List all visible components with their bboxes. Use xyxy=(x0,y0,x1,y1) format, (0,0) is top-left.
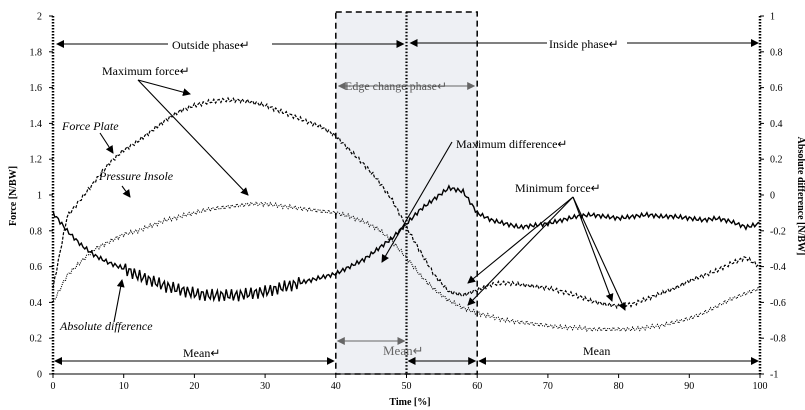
y2-tick-label: 0.4 xyxy=(770,119,783,130)
annotation-arrow xyxy=(572,196,626,311)
annotation-arrow xyxy=(467,196,574,306)
minimum-force-label: Minimum force↵ xyxy=(515,181,601,195)
force-plate-label: Force Plate xyxy=(61,119,119,133)
y2-tick-label: -0.6 xyxy=(770,298,786,309)
annotation-arrow xyxy=(137,79,249,196)
y-tick-label: 1.2 xyxy=(30,155,43,166)
y-axis-title: Force [N/BW] xyxy=(8,166,19,226)
inside-phase-label: Inside phase↵ xyxy=(549,37,619,51)
y-tick-label: 1 xyxy=(37,191,42,202)
annotation-arrow xyxy=(121,185,131,198)
y-tick-label: 1.4 xyxy=(30,119,43,130)
tick-group: 0 10 20 30 40 50 60 70 80 90 10000.20.40.60.811.21… xyxy=(30,12,786,393)
x-tick-label: 10 xyxy=(119,381,129,392)
x-tick-label: 90 xyxy=(684,381,694,392)
y-tick-label: 0.8 xyxy=(30,226,43,237)
annotation-arrow xyxy=(99,132,114,154)
annotation-arrow xyxy=(572,196,614,302)
x-tick-label: 80 xyxy=(614,381,624,392)
edge-change-phase-label: Edge change phase↵ xyxy=(345,79,447,93)
mean-left-label: Mean↵ xyxy=(183,346,220,360)
y2-tick-label: 0.2 xyxy=(770,155,783,166)
annotation-arrow xyxy=(137,79,191,97)
y-tick-label: 0.4 xyxy=(30,298,43,309)
y-tick-label: 1.6 xyxy=(30,83,43,94)
y-tick-label: 1.8 xyxy=(30,47,43,58)
y2-tick-label: -0.8 xyxy=(770,334,786,345)
series-group xyxy=(52,12,761,374)
annotation-arrow xyxy=(381,141,453,263)
x-tick-label: 60 xyxy=(472,381,482,392)
mean-center-label: Mean↵ xyxy=(383,343,424,358)
mean-right-label: Mean xyxy=(583,344,610,358)
annotation-arrow xyxy=(467,196,574,284)
y2-tick-label: 1 xyxy=(770,12,775,23)
y2-tick-label: 0 xyxy=(770,191,775,202)
x-axis-title: Time [%] xyxy=(389,397,430,408)
y2-tick-label: 0.8 xyxy=(770,47,783,58)
y2-tick-label: -0.4 xyxy=(770,262,786,273)
annotation-arrows xyxy=(54,39,759,365)
x-tick-label: 0 xyxy=(51,381,56,392)
x-tick-label: 100 xyxy=(753,381,768,392)
x-tick-label: 70 xyxy=(543,381,553,392)
pressure-insole-label: Pressure Insole xyxy=(98,169,174,183)
x-tick-label: 40 xyxy=(331,381,341,392)
y2-axis-title: Absolute difference [N/BW] xyxy=(795,137,805,256)
y2-tick-label: -0.2 xyxy=(770,226,786,237)
x-tick-label: 30 xyxy=(260,381,270,392)
y2-tick-label: 0.6 xyxy=(770,83,783,94)
x-tick-label: 20 xyxy=(189,381,199,392)
maximum-force-label: Maximum force↵ xyxy=(102,64,190,78)
series-line xyxy=(52,96,761,310)
y-tick-label: 0.6 xyxy=(30,262,43,273)
y-tick-label: 0 xyxy=(37,370,42,381)
maximum-difference-label: Maximum difference↵ xyxy=(456,137,567,151)
x-tick-label: 50 xyxy=(402,381,412,392)
outside-phase-label: Outside phase↵ xyxy=(172,38,250,52)
absolute-difference-label: Absolute difference xyxy=(59,319,153,333)
series-line xyxy=(52,200,761,333)
y-tick-label: 0.2 xyxy=(30,334,43,345)
annotation-arrow xyxy=(113,279,125,323)
y-tick-label: 2 xyxy=(37,12,42,23)
y2-tick-label: -1 xyxy=(770,370,778,381)
